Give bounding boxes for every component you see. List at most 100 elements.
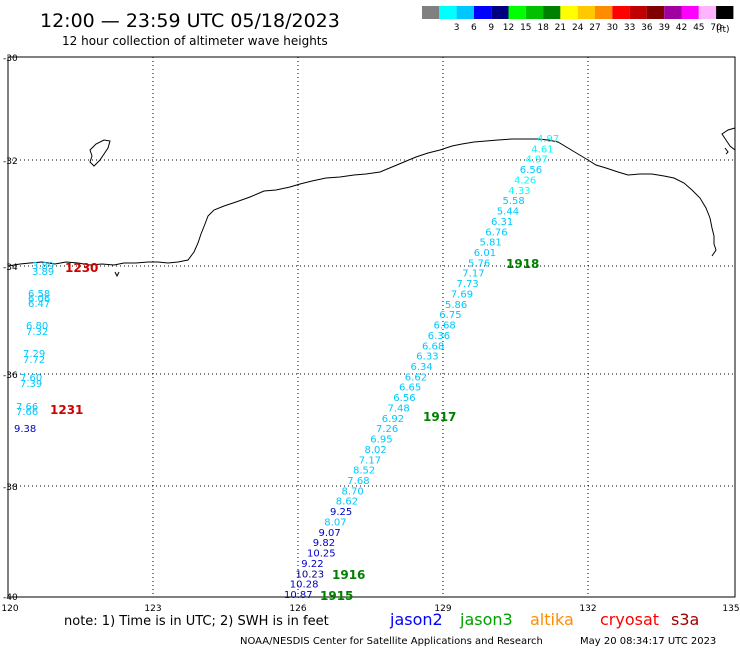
map-subtitle: 12 hour collection of altimeter wave hei…: [62, 34, 328, 48]
color-swatch-label: 12: [503, 23, 514, 33]
swh-value: 6.58: [28, 289, 50, 300]
swh-value: 10.23: [296, 569, 325, 580]
color-swatch-label: 42: [676, 23, 687, 33]
swh-value: 7.68: [347, 476, 369, 487]
color-swatch-label: 9: [488, 23, 494, 33]
swh-value: 6.01: [474, 248, 496, 259]
track-a-values: 3.893.89 6.586.066.47 6.807.32 7.297.72 7.60…: [14, 261, 54, 435]
swh-value: 7.66: [16, 407, 38, 418]
color-swatch-label: 30: [607, 23, 619, 33]
color-swatch-label: 39: [658, 23, 670, 33]
lat-label: -30: [3, 54, 18, 64]
color-swatch: [473, 6, 492, 19]
swh-value: 7.26: [376, 424, 398, 435]
coastline: [7, 138, 717, 267]
lon-label: 132: [579, 604, 596, 614]
swh-value: 5.44: [497, 207, 519, 218]
swh-value: 5.81: [480, 238, 502, 249]
color-swatch: [491, 6, 509, 19]
swh-value: 6.92: [382, 414, 404, 425]
swh-value: 6.06: [28, 294, 50, 305]
color-swatch-label: 33: [624, 23, 635, 33]
time-label-1916: 1916: [332, 568, 365, 582]
color-swatch: [439, 6, 457, 19]
swh-value: 6.47: [28, 299, 50, 310]
swh-value: 5.58: [503, 196, 525, 207]
legend-cryosat: cryosat: [600, 610, 659, 629]
islet: [724, 147, 729, 155]
swh-value: 7.17: [359, 455, 381, 466]
swh-value: 9.25: [330, 507, 352, 518]
coastline-east: [721, 127, 736, 151]
color-scale-legend: 3 6 9 12 15 18 21 24 27 30 33 36 39 42 45 70: [422, 6, 734, 33]
swh-value: 6.56: [520, 165, 542, 176]
color-swatch: [664, 6, 682, 19]
color-swatch: [595, 6, 613, 19]
islet: [114, 271, 120, 278]
map-title: 12:00 — 23:59 UTC 05/18/2023: [40, 10, 340, 32]
track-b-values: 4.974.614.976.564.264.335.585.446.316.76…: [284, 134, 559, 601]
color-swatch-label: 45: [693, 23, 704, 33]
swh-value: 3.89: [32, 267, 54, 278]
lat-label: -34: [3, 263, 18, 273]
swh-value: 10.28: [290, 580, 319, 591]
lat-label: -32: [3, 157, 18, 167]
color-swatch: [646, 6, 665, 19]
swh-value: 4.33: [508, 186, 530, 197]
swh-value: 7.39: [20, 379, 42, 390]
swh-value: 7.17: [462, 269, 484, 280]
color-swatch-label: 27: [589, 23, 600, 33]
swh-value: 4.26: [514, 176, 536, 187]
swh-value: 6.36: [428, 331, 450, 342]
swh-value: 6.75: [439, 310, 461, 321]
color-swatch: [612, 6, 630, 19]
color-swatch: [543, 6, 561, 19]
graticule: [8, 57, 735, 597]
swh-value: 5.86: [445, 300, 467, 311]
swh-value: 9.07: [319, 528, 341, 539]
color-swatch: [629, 6, 647, 19]
swh-value: 7.66: [16, 402, 38, 413]
legend-jason2: jason2: [389, 610, 443, 629]
swh-value: 6.33: [416, 352, 438, 363]
swh-value: 7.32: [26, 327, 48, 338]
swh-value: 4.97: [526, 155, 548, 166]
scale-unit-label: (ft): [716, 25, 730, 35]
color-swatch: [698, 6, 717, 19]
time-label-1230: 1230: [65, 261, 98, 275]
swh-value: 3.89: [32, 261, 54, 272]
time-label-1231: 1231: [50, 403, 83, 417]
swh-value: 6.65: [399, 383, 421, 394]
lat-label: -36: [3, 371, 18, 381]
color-swatch-label: 21: [555, 23, 566, 33]
footer-timestamp: May 20 08:34:17 UTC 2023: [580, 636, 716, 647]
color-swatch-label: 6: [471, 23, 477, 33]
swh-value: 7.69: [451, 290, 473, 301]
color-swatch: [422, 6, 440, 19]
color-swatch: [716, 6, 734, 19]
swh-value: 10.25: [307, 549, 336, 560]
swh-value: 7.48: [388, 404, 410, 415]
color-swatch-label: 70: [710, 23, 722, 33]
swh-value: 5.76: [468, 258, 490, 269]
color-swatch: [525, 6, 544, 19]
swh-value: 6.56: [393, 393, 415, 404]
swh-value: 6.31: [491, 217, 513, 228]
swh-value: 7.73: [457, 279, 479, 290]
swh-value: 6.80: [26, 321, 48, 332]
swh-value: 9.82: [313, 538, 335, 549]
swh-value: 8.02: [365, 445, 387, 456]
lon-label: 129: [434, 604, 451, 614]
color-swatch: [508, 6, 526, 19]
color-swatch: [577, 6, 595, 19]
legend-jason3: jason3: [459, 610, 513, 629]
swh-value: 8.52: [353, 466, 375, 477]
map-frame: [7, 56, 736, 598]
time-label-1917: 1917: [423, 410, 456, 424]
swh-value: 4.61: [531, 144, 553, 155]
swh-value: 6.76: [485, 227, 507, 238]
swh-value: 8.62: [336, 497, 358, 508]
color-swatch-label: 15: [520, 23, 531, 33]
swh-value: 9.38: [14, 424, 36, 435]
